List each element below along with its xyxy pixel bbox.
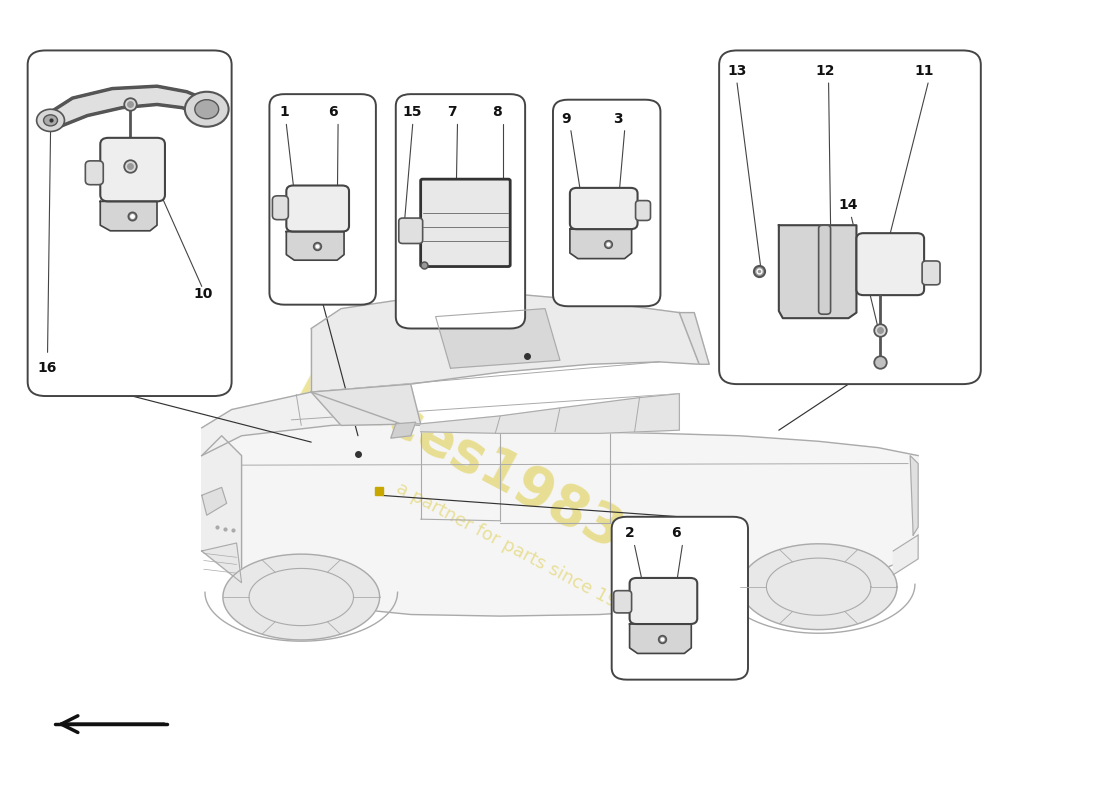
- Circle shape: [36, 110, 65, 131]
- Polygon shape: [47, 86, 211, 127]
- Polygon shape: [570, 229, 631, 258]
- FancyBboxPatch shape: [636, 201, 650, 221]
- Text: a partner for parts since 1983: a partner for parts since 1983: [394, 479, 641, 622]
- Circle shape: [195, 100, 219, 118]
- Text: 12: 12: [816, 64, 835, 78]
- Text: 2: 2: [625, 526, 635, 541]
- FancyBboxPatch shape: [857, 233, 924, 295]
- FancyBboxPatch shape: [612, 517, 748, 680]
- FancyBboxPatch shape: [570, 188, 638, 229]
- Text: 9: 9: [561, 112, 571, 126]
- Polygon shape: [740, 544, 896, 630]
- Text: 14: 14: [838, 198, 858, 212]
- Polygon shape: [286, 231, 344, 260]
- FancyBboxPatch shape: [629, 578, 697, 624]
- Text: 13: 13: [727, 64, 747, 78]
- FancyBboxPatch shape: [270, 94, 376, 305]
- Polygon shape: [436, 309, 560, 368]
- Polygon shape: [910, 456, 918, 535]
- FancyBboxPatch shape: [396, 94, 525, 329]
- FancyBboxPatch shape: [818, 226, 830, 314]
- FancyBboxPatch shape: [420, 179, 510, 266]
- FancyBboxPatch shape: [286, 186, 349, 231]
- FancyBboxPatch shape: [273, 196, 288, 220]
- Text: 8: 8: [493, 106, 502, 119]
- Polygon shape: [201, 422, 918, 616]
- Text: 7: 7: [448, 106, 458, 119]
- FancyBboxPatch shape: [553, 100, 660, 306]
- FancyBboxPatch shape: [719, 50, 981, 384]
- Polygon shape: [629, 624, 691, 654]
- FancyBboxPatch shape: [86, 161, 103, 185]
- Circle shape: [185, 92, 229, 126]
- Text: 10: 10: [194, 287, 213, 302]
- Text: 16: 16: [37, 361, 57, 375]
- FancyBboxPatch shape: [922, 261, 940, 285]
- Polygon shape: [201, 436, 242, 582]
- Text: 6: 6: [671, 526, 681, 541]
- FancyBboxPatch shape: [28, 50, 232, 396]
- FancyBboxPatch shape: [399, 218, 422, 243]
- Polygon shape: [311, 384, 420, 426]
- Text: 3: 3: [613, 112, 623, 126]
- FancyBboxPatch shape: [614, 590, 631, 613]
- Text: 6: 6: [328, 106, 338, 119]
- Text: pieces1983: pieces1983: [294, 349, 631, 562]
- Polygon shape: [100, 202, 157, 230]
- Circle shape: [44, 114, 57, 126]
- Polygon shape: [201, 543, 242, 582]
- Polygon shape: [201, 384, 410, 456]
- Text: 11: 11: [914, 64, 934, 78]
- Text: 15: 15: [403, 106, 422, 119]
- FancyBboxPatch shape: [100, 138, 165, 202]
- Polygon shape: [390, 422, 416, 438]
- Polygon shape: [420, 394, 680, 434]
- Polygon shape: [223, 554, 380, 640]
- Text: 1: 1: [279, 106, 289, 119]
- Polygon shape: [779, 226, 857, 318]
- Polygon shape: [201, 487, 227, 515]
- Polygon shape: [680, 313, 710, 364]
- Polygon shape: [893, 535, 918, 574]
- Polygon shape: [311, 293, 700, 392]
